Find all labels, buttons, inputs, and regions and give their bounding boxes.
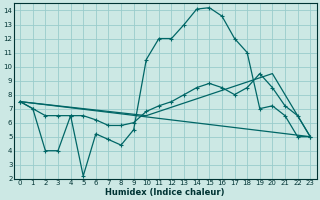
X-axis label: Humidex (Indice chaleur): Humidex (Indice chaleur) xyxy=(106,188,225,197)
